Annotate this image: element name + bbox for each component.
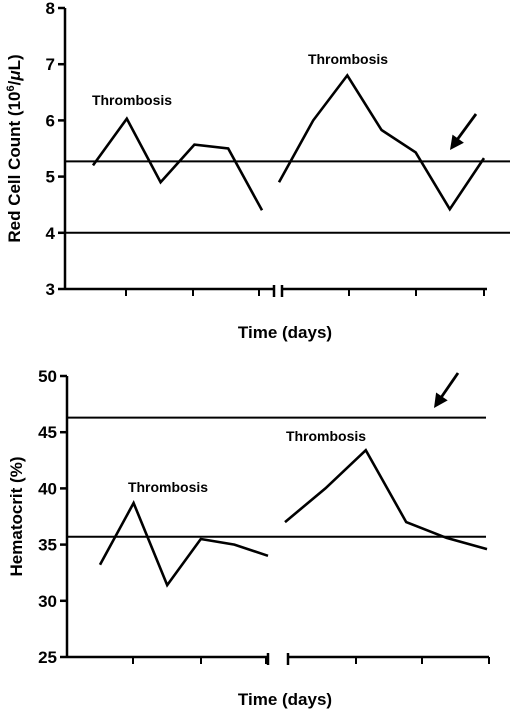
y-tick-label: 7 (46, 55, 55, 74)
y-axis-title-superscript: 6 (5, 85, 17, 91)
series-line-segment-1 (91, 116, 264, 211)
y-axis-title: Red Cell Count (106/μL) (5, 54, 24, 242)
arrow-head (450, 134, 464, 150)
x-axis-title: Time (days) (238, 690, 332, 709)
red-cell-count-chart: 3 4 5 6 7 8 Thrombosis Thrombosis Time (days) Red… (5, 0, 510, 342)
thrombosis-annotation: Thrombosis (92, 92, 172, 108)
thrombosis-annotation: Thrombosis (286, 428, 366, 444)
x-axis-title: Time (days) (238, 323, 332, 342)
y-tick-label: 4 (46, 224, 56, 243)
y-axis-title-mu: μ (5, 70, 24, 82)
y-axis-title-main: Red Cell Count (10 (5, 92, 24, 243)
y-tick-label: 6 (46, 111, 55, 130)
y-tick-label: 35 (38, 536, 57, 555)
series-line-segment-1 (98, 499, 269, 588)
y-axis-title-end: L) (5, 54, 24, 70)
y-tick-label: 5 (46, 168, 55, 187)
y-axis-title: Hematocrit (%) (7, 457, 26, 577)
y-tick-label: 40 (38, 479, 57, 498)
y-tick-label: 45 (38, 423, 57, 442)
thrombosis-annotation: Thrombosis (128, 479, 208, 495)
y-tick-label: 3 (46, 280, 55, 299)
series-line-segment-2 (277, 73, 486, 212)
y-tick-label: 8 (46, 0, 55, 18)
series-line-segment-2 (284, 448, 488, 551)
y-tick-label: 25 (38, 648, 57, 667)
hematocrit-chart: 25 30 35 40 45 50 Thrombosis Thrombosis Time (da… (7, 367, 490, 709)
y-tick-label: 30 (38, 592, 57, 611)
thrombosis-annotation: Thrombosis (308, 51, 388, 67)
y-tick-label: 50 (38, 367, 57, 386)
arrow-head (434, 392, 448, 408)
y-axis-title-slash: / (5, 80, 24, 85)
